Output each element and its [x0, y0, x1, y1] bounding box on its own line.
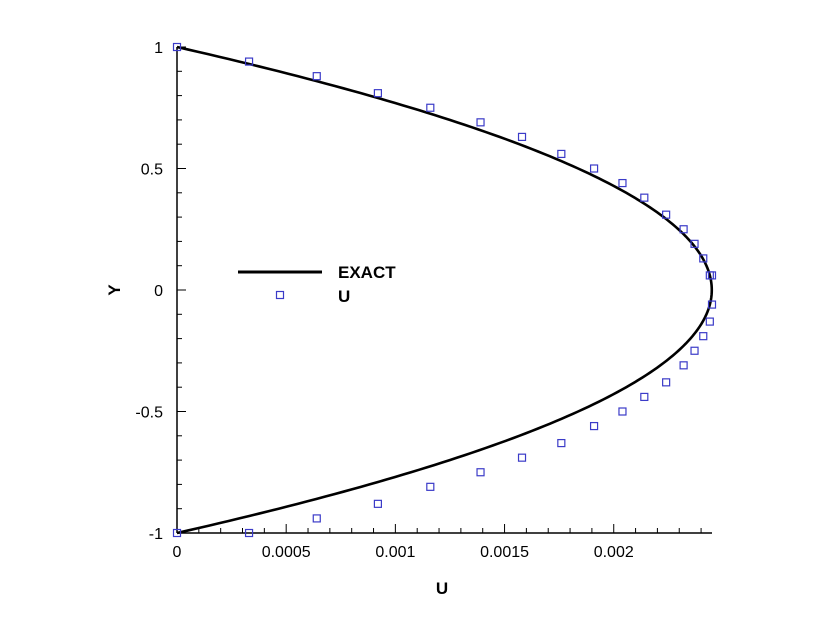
series-u-point	[690, 346, 699, 355]
series-u-point	[679, 225, 688, 234]
series-u-point	[476, 468, 485, 477]
series-u-point	[557, 149, 566, 159]
series-exact-line	[176, 45, 714, 535]
series-u-point	[618, 407, 627, 416]
x-tick-label: 0.001	[375, 544, 415, 561]
series-u-point	[640, 193, 649, 202]
y-axis-title: Y	[105, 284, 124, 296]
series-u-point	[476, 118, 485, 127]
series-u-point	[707, 300, 717, 309]
axes: -1 -0.5 0 0.5 1 0 0.0005 0.001 0.0015 0.002	[135, 40, 712, 561]
series-u-point	[618, 178, 627, 188]
series-u-point	[679, 361, 688, 370]
series-u-point	[426, 103, 435, 112]
x-tick-label: 0.002	[594, 544, 634, 561]
x-axis-title: U	[436, 579, 448, 598]
legend: EXACT U	[238, 263, 396, 306]
series-u-point	[699, 254, 708, 263]
series-u-point	[705, 317, 714, 326]
series-u-point	[662, 378, 671, 387]
legend-marker-u	[275, 290, 285, 300]
series-u-point	[707, 271, 717, 280]
y-tick-label: -0.5	[135, 405, 163, 422]
series-u-point	[172, 528, 182, 538]
series-u-point	[312, 72, 321, 81]
y-tick-label: 0.5	[141, 162, 163, 179]
series-u-point	[373, 89, 382, 98]
series-u-point	[589, 164, 599, 173]
x-tick-label: 0.0005	[262, 544, 311, 561]
axis-titles: U Y	[105, 284, 448, 598]
x-tick-label: 0.0015	[480, 544, 529, 561]
series-u-point	[699, 332, 708, 341]
legend-label-u: U	[338, 287, 350, 306]
series-u-point	[517, 453, 527, 462]
series-u-point	[662, 210, 671, 219]
series-u-point	[589, 421, 599, 431]
series-u-point	[244, 57, 254, 66]
legend-label-exact: EXACT	[338, 263, 396, 282]
series-u-point	[426, 482, 435, 491]
series-u-point	[312, 514, 321, 523]
series-layer	[172, 42, 717, 538]
series-u-point	[373, 499, 382, 508]
y-tick-label: -1	[149, 526, 163, 543]
series-u-point	[640, 392, 649, 402]
series-u-point	[557, 438, 566, 448]
series-u-point	[690, 239, 699, 248]
series-u-point	[244, 528, 254, 538]
y-tick-label: 0	[154, 283, 163, 300]
series-u-point	[172, 42, 182, 52]
x-tick-label: 0	[173, 544, 182, 561]
y-tick-label: 1	[154, 40, 163, 57]
series-u-point	[517, 132, 527, 142]
